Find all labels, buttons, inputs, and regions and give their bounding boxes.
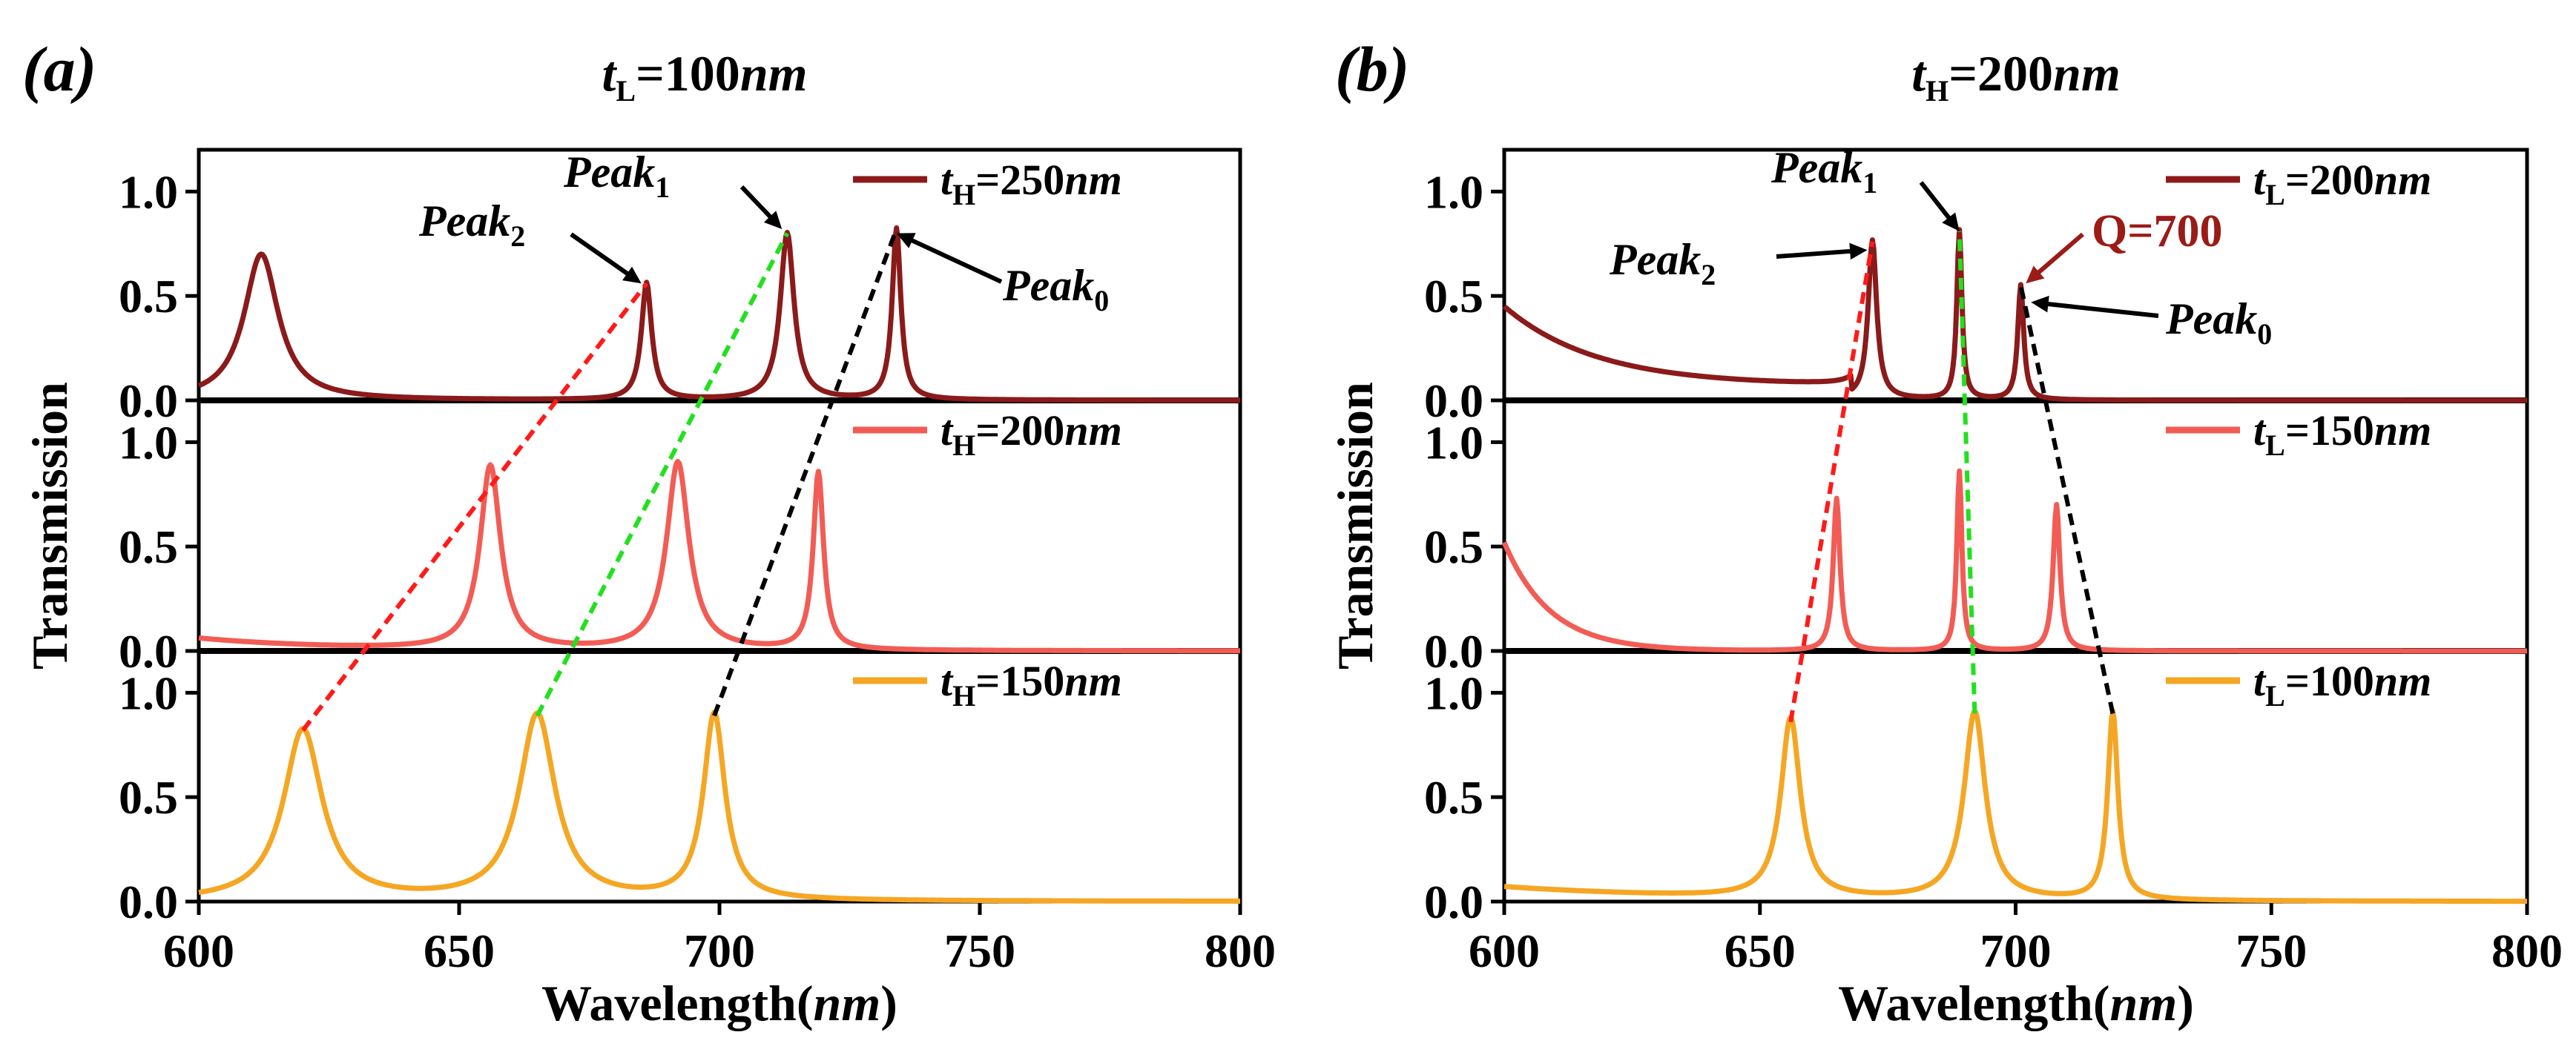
y-tick-label: 0.0 — [119, 625, 178, 678]
series-line-1 — [1502, 227, 2529, 403]
y-tick-label: 1.0 — [119, 416, 178, 469]
panel-a: (a) tL=100nm0.00.51.00.00.51.00.00.51.060… — [22, 33, 1276, 1031]
peak2-arrow — [1776, 248, 1859, 259]
series-line-2 — [1501, 468, 2529, 654]
guide-line-2 — [535, 232, 789, 717]
guide-line-1 — [1788, 241, 1875, 723]
y-tick-label: 0.0 — [1424, 625, 1483, 678]
x-tick-label: 600 — [163, 925, 234, 977]
x-tick-label: 700 — [684, 925, 755, 977]
series-line-1 — [197, 225, 1242, 403]
panel-tag: (a) — [22, 33, 96, 105]
series-line-3 — [197, 710, 1242, 904]
peak0-arrow — [903, 234, 1003, 284]
peak1-arrow — [1919, 181, 1956, 226]
peak-label-1: Peak1 — [563, 148, 670, 204]
legend-label: tH=200nm — [941, 406, 1122, 462]
panel-title: tH=200nm — [1911, 45, 2121, 108]
x-axis-title: Wavelength(nm) — [1838, 975, 2194, 1031]
peak2-arrow-head — [1849, 242, 1868, 260]
peak0-arrow-head — [896, 233, 916, 248]
peak0-arrow-head — [2031, 295, 2049, 313]
x-tick-label: 600 — [1469, 925, 1540, 977]
q-label: Q=700 — [2092, 206, 2223, 257]
legend-label: tH=250nm — [941, 156, 1122, 211]
x-tick-label: 750 — [944, 925, 1015, 977]
x-tick-label: 800 — [1205, 925, 1276, 977]
legend-label: tL=150nm — [2253, 406, 2431, 462]
y-tick-label: 1.0 — [1424, 165, 1483, 218]
x-axis-title: Wavelength(nm) — [541, 975, 897, 1031]
q-arrow — [2031, 232, 2084, 280]
peak1-arrow-head — [763, 211, 783, 230]
panel-title: tL=100nm — [602, 45, 807, 108]
y-tick-label: 0.5 — [1424, 520, 1483, 573]
legend-label: tL=200nm — [2253, 156, 2431, 211]
peak0-arrow — [2039, 300, 2159, 318]
x-tick-label: 650 — [424, 925, 495, 977]
series-line-2 — [197, 459, 1242, 654]
y-tick-label: 0.5 — [1424, 270, 1483, 323]
y-tick-label: 1.0 — [119, 165, 178, 218]
guide-line-3 — [712, 228, 899, 717]
y-tick-label: 0.5 — [119, 771, 178, 824]
y-tick-label: 1.0 — [119, 667, 178, 719]
x-tick-label: 800 — [2491, 925, 2563, 977]
y-tick-label: 0.0 — [119, 374, 178, 427]
y-tick-label: 1.0 — [1424, 667, 1483, 719]
series-line-3 — [1503, 708, 2529, 905]
peak-label-0: Peak0 — [2165, 294, 2272, 351]
panel-tag: (b) — [1335, 33, 1409, 105]
q-arrow-head — [2026, 265, 2045, 284]
peak-label-1: Peak1 — [1770, 143, 1877, 199]
legend-label: tL=100nm — [2253, 657, 2431, 713]
y-tick-label: 0.5 — [1424, 771, 1483, 824]
guide-line-1 — [301, 282, 649, 732]
y-axis-title: Transmission — [22, 382, 78, 669]
y-tick-label: 0.5 — [119, 270, 178, 323]
x-tick-label: 700 — [1980, 925, 2052, 977]
panel-b: (b) tH=200nm0.00.51.00.00.51.00.00.51.060… — [1327, 33, 2563, 1031]
peak2-arrow-head — [622, 266, 642, 284]
y-tick-label: 0.0 — [119, 876, 178, 928]
x-tick-label: 650 — [1725, 925, 1796, 977]
guide-line-2 — [1957, 231, 1977, 714]
y-axis-title: Transmission — [1327, 382, 1383, 669]
peak-label-0: Peak0 — [1002, 261, 1109, 317]
peak-label-2: Peak2 — [1609, 235, 1716, 291]
y-tick-label: 0.0 — [1424, 374, 1483, 427]
x-tick-label: 750 — [2236, 925, 2307, 977]
peak2-arrow — [570, 232, 636, 280]
legend-label: tH=150nm — [941, 657, 1122, 713]
peak-label-2: Peak2 — [418, 196, 525, 253]
peak1-arrow-head — [1942, 212, 1960, 231]
guide-line-3 — [2018, 285, 2115, 715]
y-tick-label: 0.0 — [1424, 876, 1483, 928]
y-tick-label: 0.5 — [119, 520, 178, 573]
y-tick-label: 1.0 — [1424, 416, 1483, 469]
